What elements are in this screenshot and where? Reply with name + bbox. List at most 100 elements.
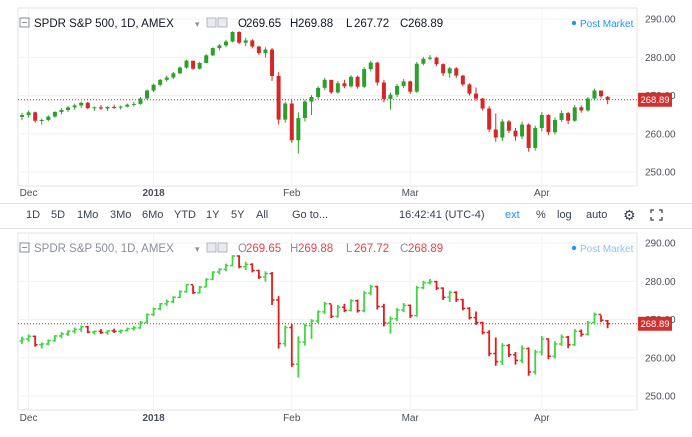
settings-square-icon <box>217 17 228 28</box>
candle-body <box>171 73 176 78</box>
plot-area-border <box>17 232 638 411</box>
goto-date-button[interactable]: Go to... <box>292 209 329 221</box>
candle-body <box>112 106 117 108</box>
candle-body <box>381 82 386 99</box>
y-tick-label: 280.00 <box>645 53 676 64</box>
range-5d-button[interactable]: 5D <box>51 209 66 221</box>
ohlc-key-h: H <box>290 243 298 255</box>
range-all-button[interactable]: All <box>256 209 269 221</box>
ohlc-value-c: 268.89 <box>408 243 443 255</box>
range-1y-button[interactable]: 1Y <box>206 209 220 221</box>
percent-toggle[interactable]: % <box>536 209 546 221</box>
settings-square-icon <box>217 242 228 253</box>
ohlc-value-l: 267.72 <box>354 18 389 30</box>
y-tick-label: 290.00 <box>645 15 676 26</box>
candle-body <box>421 58 426 64</box>
candle-body <box>414 63 419 92</box>
candle-body <box>20 115 24 117</box>
candle-body <box>177 67 182 74</box>
range-3mo-button[interactable]: 3Mo <box>110 209 132 221</box>
candle-body <box>92 107 97 109</box>
candle-body <box>296 118 301 141</box>
bottom-toolbar: 1D 5D 1Mo 3Mo 6Mo YTD 1Y 5Y All Go to...… <box>0 203 692 229</box>
ohlc-value-l: 267.72 <box>354 243 389 255</box>
candle-body <box>39 119 44 121</box>
range-5y-button[interactable]: 5Y <box>231 209 245 221</box>
candle-body <box>579 107 584 111</box>
ohlc-value-o: 269.65 <box>246 243 281 255</box>
candle-body <box>66 107 71 111</box>
symbol-title: SPDR S&P 500, 1D, AMEX <box>34 18 174 30</box>
ohlc-key-o: O <box>238 243 247 255</box>
candle-body <box>322 79 327 88</box>
y-tick-label: 250.00 <box>645 168 676 179</box>
range-ytd-button[interactable]: YTD <box>174 209 196 221</box>
candle-body <box>204 55 209 63</box>
candle-body <box>368 62 373 70</box>
candle-body <box>585 98 590 111</box>
candle-body <box>493 129 498 138</box>
candle-body <box>342 83 347 87</box>
y-tick-label: 280.00 <box>645 277 676 288</box>
post-market-label: Post Market <box>580 244 634 255</box>
symbol-title: SPDR S&P 500, 1D, AMEX <box>34 243 174 255</box>
range-1mo-button[interactable]: 1Mo <box>77 209 99 221</box>
candle-body <box>513 130 518 137</box>
candle-body <box>388 94 393 99</box>
range-1d-button[interactable]: 1D <box>26 209 41 221</box>
gear-icon[interactable]: ⚙ <box>623 207 636 223</box>
ohlc-value-h: 269.88 <box>298 18 333 30</box>
ohlc-key-l: L <box>346 18 353 30</box>
candle-body <box>539 115 544 129</box>
candle-body <box>125 104 130 107</box>
ohlc-panel[interactable]: 290.00280.00270.00260.00250.00Dec2018Feb… <box>17 232 676 424</box>
last-price-label: 268.89 <box>640 319 669 330</box>
collapse-icon <box>19 17 30 28</box>
candle-body <box>316 87 321 98</box>
ohlc-key-c: C <box>400 18 408 30</box>
candle-body <box>237 32 242 43</box>
candle-body <box>72 105 77 108</box>
candle-body <box>289 103 294 141</box>
fullscreen-icon[interactable] <box>650 209 663 224</box>
candle-body <box>592 90 597 99</box>
candlestick-panel[interactable]: 290.00280.00270.00260.00250.00Dec2018Feb… <box>17 7 676 199</box>
ohlc-value-c: 268.89 <box>408 18 443 30</box>
range-6mo-button[interactable]: 6Mo <box>142 209 164 221</box>
x-tick-label: Mar <box>402 413 420 424</box>
symbol-dropdown-icon: ▾ <box>195 19 200 29</box>
candle-body <box>408 81 413 92</box>
log-toggle[interactable]: log <box>557 209 572 221</box>
candle-body <box>434 57 439 65</box>
candle-body <box>329 79 334 93</box>
candle-body <box>263 49 268 54</box>
y-tick-label: 260.00 <box>645 129 676 140</box>
y-tick-label: 260.00 <box>645 353 676 364</box>
x-tick-label: 2018 <box>142 413 165 424</box>
candle-body <box>355 76 360 87</box>
auto-toggle[interactable]: auto <box>586 209 608 221</box>
x-tick-label: Mar <box>402 188 420 199</box>
ohlc-value-o: 269.65 <box>246 18 281 30</box>
candle-body <box>145 90 150 99</box>
x-tick-label: Apr <box>534 413 550 424</box>
candle-body <box>283 103 288 120</box>
candle-body <box>552 119 557 133</box>
candle-body <box>566 113 571 121</box>
x-tick-label: Apr <box>534 188 550 199</box>
candle-body <box>191 60 196 69</box>
candle-body <box>85 102 90 109</box>
y-tick-label: 290.00 <box>645 239 676 250</box>
candle-body <box>605 96 610 100</box>
candle-body <box>506 121 511 131</box>
candle-body <box>250 40 255 47</box>
eye-icon <box>206 242 217 253</box>
candle-body <box>118 106 123 108</box>
x-tick-label: Feb <box>283 413 301 424</box>
candle-body <box>335 83 340 93</box>
ext-toggle[interactable]: ext <box>505 209 520 221</box>
post-market-label: Post Market <box>580 19 634 30</box>
candle-body <box>454 68 459 76</box>
